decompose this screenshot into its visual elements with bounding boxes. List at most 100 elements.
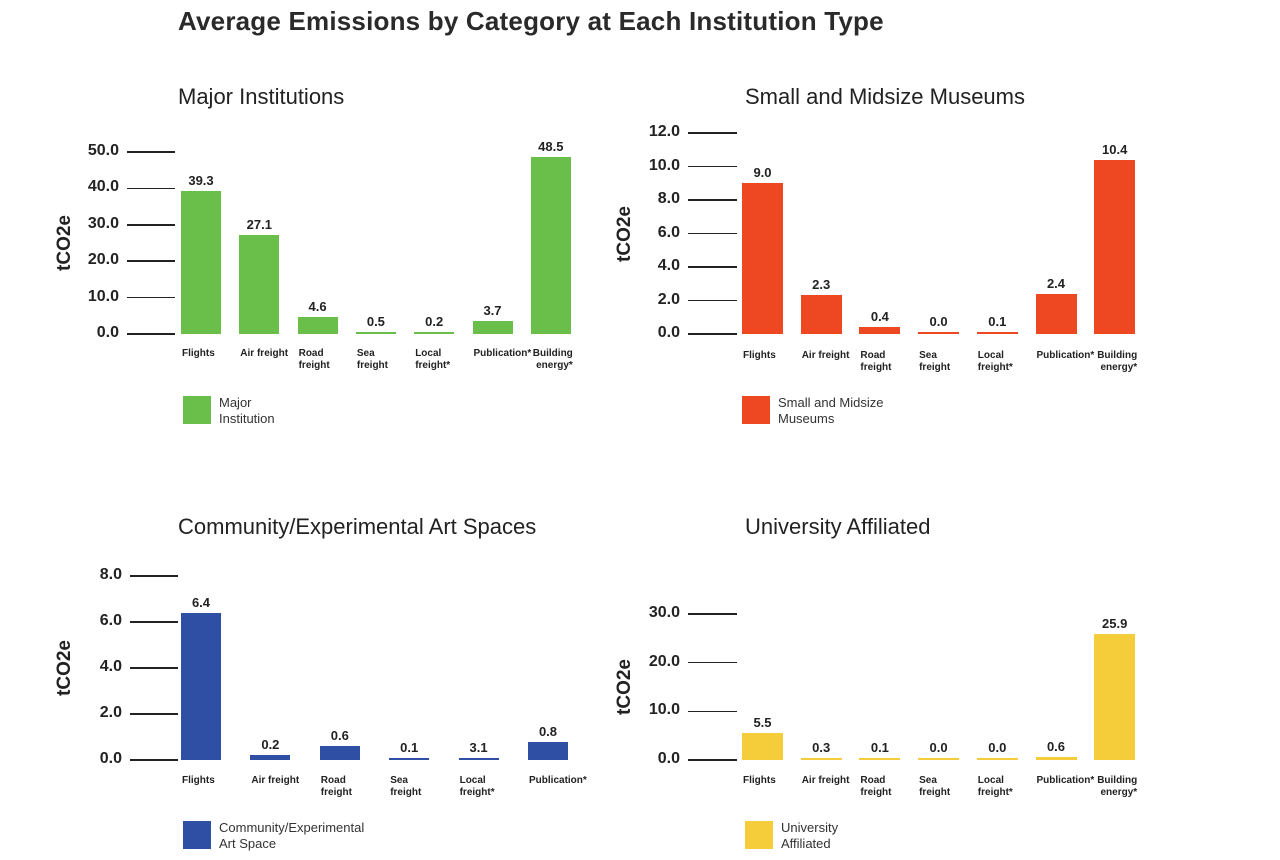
x-tick-label: Flights (743, 350, 776, 362)
data-label: 0.8 (538, 723, 558, 739)
y-tick-label: 0.0 (99, 750, 122, 767)
x-tick-label-line: Local (415, 348, 442, 359)
x-tick-label-line: Local (977, 350, 1004, 361)
x-tick-label: Local freight* (415, 348, 450, 372)
x-tick-label-line: Building (1097, 350, 1138, 361)
x-tick-label-line: freight (356, 360, 388, 371)
y-tick-label: 20.0 (87, 251, 119, 269)
y-tick-label: 4.0 (99, 658, 122, 675)
y-tick-label: 6.0 (99, 612, 122, 629)
x-tick-label: Road freight (860, 350, 891, 374)
legend-label: University Affiliated (781, 820, 838, 852)
x-tick-label: Road freight (299, 348, 330, 372)
y-tick-line (688, 333, 737, 335)
legend-swatch (183, 396, 211, 424)
y-tick-line (688, 232, 737, 235)
x-tick-label: Sea freight (919, 350, 950, 374)
x-tick-label-line: energy* (1100, 362, 1138, 373)
y-tick-label: 30.0 (87, 214, 119, 232)
chart-title: Small and Midsize Museums (745, 84, 1025, 109)
bar (181, 190, 221, 334)
bar (250, 755, 291, 760)
data-label: 0.2 (261, 737, 280, 753)
x-tick-label: Road freight (860, 775, 891, 799)
bar (976, 332, 1018, 334)
x-tick-label-line: Flights (182, 348, 215, 359)
x-tick-label-line: freight* (977, 362, 1013, 373)
x-tick-label-line: Publication* (1036, 350, 1095, 361)
y-tick-line (130, 667, 178, 669)
bar (800, 295, 842, 334)
x-tick-label-line: Flights (182, 775, 215, 786)
x-tick-label-line: freight (919, 787, 951, 798)
legend-label: Community/Experimental Art Space (219, 820, 364, 852)
x-tick-label: Local freight* (460, 775, 495, 799)
data-label: 4.6 (308, 299, 327, 315)
x-tick-label: Air freight (240, 348, 288, 360)
x-tick-label-line: freight (298, 360, 330, 371)
data-label: 0.6 (330, 728, 349, 744)
y-tick-line (127, 260, 175, 262)
x-tick-label: Air freight (251, 775, 299, 787)
bar (918, 758, 960, 760)
data-label: 48.5 (538, 139, 564, 155)
x-tick-label-line: Flights (743, 350, 776, 361)
x-tick-label-line: energy* (1100, 787, 1138, 798)
x-tick-label: Building energy* (1084, 350, 1137, 374)
x-tick-label-line: Building (1097, 775, 1138, 786)
legend-label-line: Community/Experimental (219, 820, 365, 835)
legend-label-line: Small and Midsize (778, 395, 884, 410)
x-tick-label-line: freight* (459, 787, 495, 798)
x-tick-label: Building energy* (521, 348, 573, 372)
bar (742, 733, 783, 760)
x-tick-label-line: Road (320, 775, 346, 786)
x-tick-label-line: Building (532, 348, 573, 359)
data-label: 0.5 (366, 314, 385, 329)
x-tick-label-line: Local (977, 775, 1004, 786)
bar (1035, 293, 1077, 334)
data-label: 0.3 (812, 740, 831, 755)
x-tick-label-line: Air freight (251, 775, 300, 786)
y-tick-line (688, 759, 737, 761)
data-label: 5.5 (753, 715, 772, 731)
y-tick-line (688, 710, 737, 713)
x-tick-label: Flights (182, 348, 215, 360)
y-tick-label: 2.0 (657, 290, 680, 308)
y-tick-line (688, 132, 737, 134)
x-tick-label-line: Local (459, 775, 486, 786)
legend-label-line: University (781, 820, 839, 835)
x-tick-label-line: Road (860, 775, 886, 786)
x-tick-label: Flights (182, 775, 215, 787)
x-tick-label-line: Publication* (1036, 775, 1095, 786)
x-tick-label: Building energy* (1084, 775, 1137, 799)
y-tick-line (130, 621, 178, 623)
y-tick-line (688, 299, 737, 302)
chart-title: University Affiliated (745, 514, 931, 539)
legend-label-line: Art Space (219, 836, 277, 851)
bar (1035, 757, 1077, 760)
x-tick-label: Air freight (802, 775, 850, 787)
x-tick-label-line: energy* (536, 360, 573, 371)
data-label: 0.4 (870, 309, 889, 325)
legend-swatch (745, 821, 773, 849)
x-tick-label-line: Sea (919, 350, 937, 361)
bar (458, 757, 499, 760)
x-tick-label-line: Sea (356, 348, 375, 359)
y-tick-label: 4.0 (657, 257, 680, 274)
x-tick-label: Road freight (321, 775, 352, 799)
bar (355, 332, 396, 334)
y-tick-label: 10.0 (648, 701, 680, 719)
x-tick-label-line: freight (320, 787, 352, 798)
x-tick-label: Publication* (529, 775, 587, 787)
data-label: 39.3 (188, 172, 214, 188)
x-tick-label-line: freight* (415, 360, 451, 371)
x-tick-label-line: freight (860, 362, 892, 373)
x-tick-label-line: Air freight (801, 350, 850, 361)
x-tick-label-line: Publication* (473, 348, 532, 359)
data-label: 0.2 (425, 314, 444, 329)
data-label: 9.0 (753, 165, 772, 181)
x-tick-label-line: Flights (743, 775, 776, 786)
y-tick-line (130, 759, 178, 761)
y-tick-line (127, 151, 175, 153)
